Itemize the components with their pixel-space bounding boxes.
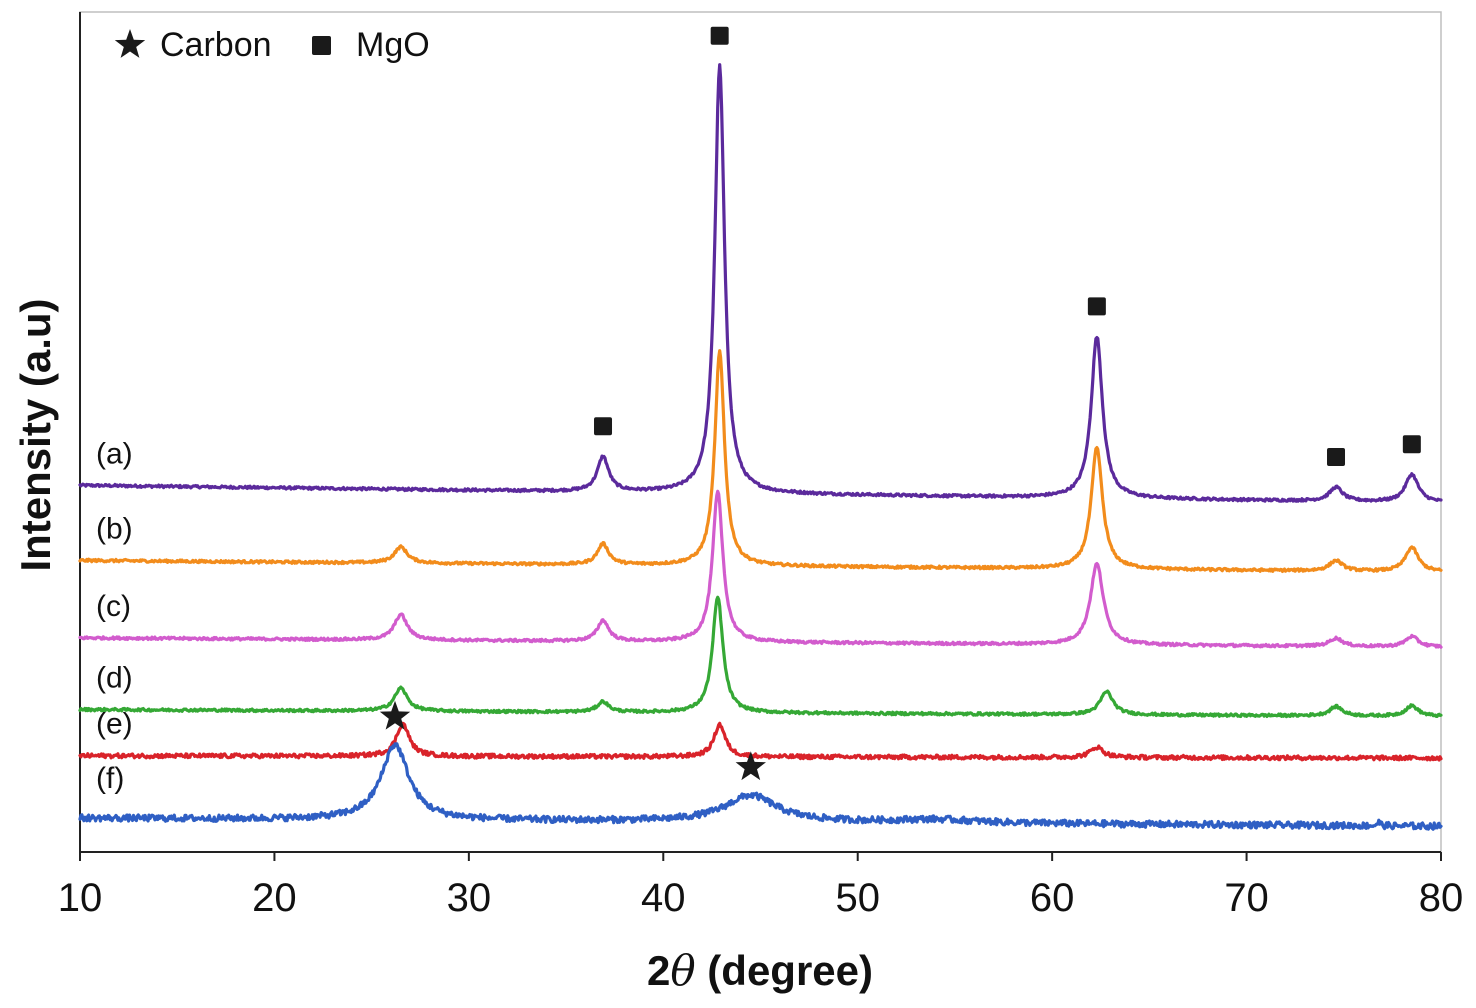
mgo-peak-square-icon	[594, 417, 613, 436]
x-axis-title: 2θ (degree)	[647, 946, 873, 995]
legend-mgo-square-icon	[312, 36, 331, 55]
plot-frame	[79, 11, 1442, 853]
mgo-peak-square-icon	[1087, 297, 1106, 316]
y-axis-title: Intensity (a.u)	[12, 298, 59, 571]
x-tick-label: 30	[447, 876, 492, 920]
curve-label-d: (d)	[96, 662, 133, 695]
curve-label-c: (c)	[96, 590, 131, 623]
x-axis-title-theta: θ	[670, 946, 695, 995]
series-traces	[78, 63, 1443, 831]
curve-label-b: (b)	[96, 512, 133, 545]
series-line-b	[78, 349, 1443, 573]
series-line-d	[78, 595, 1443, 719]
x-tick-label: 20	[252, 876, 297, 920]
mgo-peak-square-icon	[710, 26, 729, 45]
x-tick-label: 10	[58, 876, 103, 920]
peak-markers	[379, 26, 1421, 781]
x-tick-label: 60	[1030, 876, 1075, 920]
x-tick-label: 70	[1224, 876, 1269, 920]
legend: Carbon MgO	[114, 26, 430, 64]
curve-label-a: (a)	[96, 437, 133, 470]
curve-label-f: (f)	[96, 762, 124, 795]
mgo-peak-square-icon	[1402, 435, 1421, 454]
carbon-peak-star-icon	[379, 700, 411, 730]
x-axis-ticks: 10 20 30 40 50 60 70 80	[58, 852, 1464, 920]
x-axis-title-suffix: (degree)	[696, 947, 873, 994]
series-line-e	[78, 721, 1443, 762]
x-axis-title-prefix: 2	[647, 947, 670, 994]
legend-mgo-label: MgO	[356, 26, 430, 64]
legend-carbon-label: Carbon	[160, 26, 272, 64]
series-line-a	[78, 63, 1443, 503]
carbon-peak-star-icon	[735, 751, 766, 781]
legend-carbon-star-icon	[114, 29, 146, 58]
curve-labels: (a) (b) (c) (d) (e) (f)	[96, 437, 133, 795]
x-tick-label: 50	[835, 876, 880, 920]
curve-label-e: (e)	[96, 708, 133, 741]
mgo-peak-square-icon	[1327, 448, 1346, 467]
x-tick-label: 80	[1419, 876, 1464, 920]
x-tick-label: 40	[641, 876, 686, 920]
series-line-f	[78, 742, 1443, 831]
series-line-c	[78, 489, 1443, 649]
